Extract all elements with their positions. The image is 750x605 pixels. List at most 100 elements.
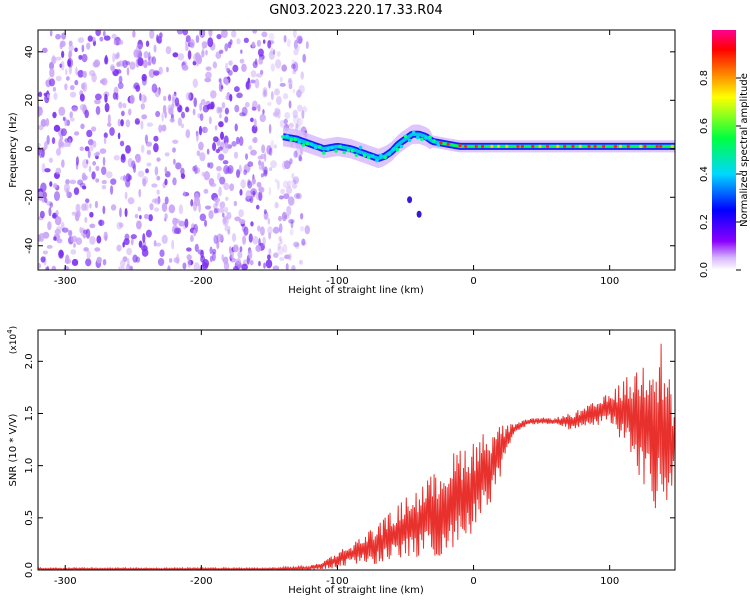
spectrogram-noise-blob [153, 135, 159, 142]
colorbar-tick-label: 0.6 [699, 118, 710, 134]
spectrogram-noise-blob [156, 175, 161, 181]
spectrogram-noise-blob [288, 83, 293, 90]
spectrogram-noise-blob [142, 178, 147, 187]
spectrogram-noise-blob [261, 161, 265, 171]
spectrogram-noise-blob [145, 40, 150, 47]
spectrogram-noise-blob [51, 265, 57, 270]
spectrogram-noise-blob [137, 170, 145, 178]
signal-peak-point [563, 144, 567, 148]
spectrogram-noise-blob [145, 229, 152, 238]
spectrogram-noise-blob [153, 207, 160, 212]
spectrogram-noise-blob [224, 43, 229, 52]
spectrogram-noise-blob [53, 92, 58, 100]
spectrogram-noise-blob [73, 131, 80, 136]
spectrogram-noise-blob [301, 241, 308, 247]
spectrogram-noise-blob [218, 153, 225, 161]
spectrogram-noise-blob [293, 193, 301, 199]
spectrogram-noise-blob [82, 70, 87, 79]
spectrogram-noise-blob [213, 197, 221, 203]
signal-speckle [366, 155, 371, 160]
spectrogram-noise-blob [239, 189, 243, 196]
snr-plot-area [38, 330, 675, 570]
snr-panel: -300 -200 -100 0 100 0.0 0.5 1.0 1.5 2.0 Height o… [6, 326, 676, 596]
spectrogram-noise-blob [219, 49, 224, 54]
spectrogram-noise-blob [263, 209, 267, 215]
spectrogram-noise-blob [65, 179, 70, 185]
spectrogram-noise-blob [55, 33, 61, 40]
spectrogram-noise-blob [127, 174, 132, 181]
snr-ytick-label: 1.5 [24, 406, 35, 422]
spectrogram-noise-blob [216, 106, 220, 114]
spectrogram-noise-blob [127, 257, 130, 268]
spectrogram-noise-blob [260, 173, 264, 178]
spectrogram-noise-blob [142, 233, 146, 243]
spectrogram-noise-blob [228, 60, 233, 66]
spectrogram-noise-blob [56, 238, 63, 244]
spectrogram-noise-blob [46, 135, 50, 145]
spectrogram-noise-blob [49, 181, 53, 187]
spectrogram-noise-blob [251, 41, 256, 48]
spectrogram-noise-blob [293, 48, 299, 56]
spectrogram-noise-blob [277, 215, 282, 222]
spectrogram-noise-blob [282, 180, 289, 189]
spectrogram-noise-blob [89, 211, 94, 218]
spectrogram-noise-blob [243, 169, 248, 176]
spectrogram-noise-blob [134, 118, 140, 125]
spectrogram-noise-blob [53, 124, 61, 132]
spectrogram-noise-blob [224, 116, 229, 123]
snr-xtick-label: 0 [470, 576, 476, 587]
signal-speckle [338, 144, 342, 149]
spectrogram-noise-blob [218, 82, 223, 92]
signal-speckle [285, 134, 289, 138]
spectrogram-noise-blob [255, 73, 263, 78]
spectrogram-noise-blob [274, 201, 279, 209]
spectrogram-noise-blob [155, 242, 162, 247]
spectrogram-noise-blob [130, 237, 134, 246]
spectrogram-xtick-label: 100 [600, 276, 619, 287]
spectrogram-noise-blob [94, 247, 101, 252]
spectrogram-noise-blob [293, 39, 298, 50]
spectrogram-noise-blob [244, 101, 250, 108]
spectrogram-noise-blob [102, 258, 107, 266]
snr-xtick-label: -100 [326, 576, 349, 587]
spectrogram-noise-blob [287, 180, 292, 189]
spectrogram-noise-blob [132, 254, 138, 263]
spectrogram-noise-blob [281, 160, 287, 170]
spectrogram-noise-blob [67, 57, 74, 68]
signal-speckle [387, 152, 391, 156]
spectrogram-noise-blob [172, 147, 176, 153]
spectrogram-noise-blob [59, 40, 66, 48]
spectrogram-noise-blob [143, 51, 149, 59]
spectrogram-noise-blob [40, 256, 46, 263]
spectrogram-noise-blob [49, 78, 56, 87]
spectrogram-noise-blob [173, 257, 180, 263]
signal-peak-point [439, 141, 443, 145]
spectrogram-noise-blob [75, 156, 79, 166]
spectrogram-noise-blob [195, 35, 200, 44]
spectrogram-noise-blob [236, 136, 240, 145]
spectrogram-noise-blob [187, 50, 192, 60]
spectrogram-noise-blob [229, 39, 233, 45]
spectrogram-noise-blob [165, 46, 172, 55]
spectrogram-noise-blob [190, 234, 194, 242]
spectrogram-noise-blob [173, 158, 176, 165]
spectrogram-noise-blob [295, 123, 299, 128]
spectrogram-noise-blob [168, 204, 176, 214]
spectrogram-noise-blob [132, 30, 136, 38]
spectrogram-noise-blob [59, 63, 63, 68]
spectrogram-noise-blob [52, 183, 58, 189]
spectrogram-noise-blob [45, 118, 50, 127]
signal-speckle [289, 138, 293, 142]
spectrogram-noise-blob [198, 141, 204, 151]
spectrogram-noise-blob [118, 101, 123, 109]
spectrogram-noise-blob [231, 141, 237, 147]
spectrogram-noise-blob [185, 44, 189, 52]
spectrogram-noise-blob [283, 35, 287, 43]
spectrogram-noise-blob [263, 166, 268, 175]
spectrogram-noise-blob [283, 160, 291, 170]
spectrogram-noise-blob [164, 166, 168, 174]
spectrogram-noise-blob [268, 186, 272, 196]
spectrogram-noise-blob [223, 206, 229, 214]
spectrogram-noise-blob [253, 136, 258, 144]
